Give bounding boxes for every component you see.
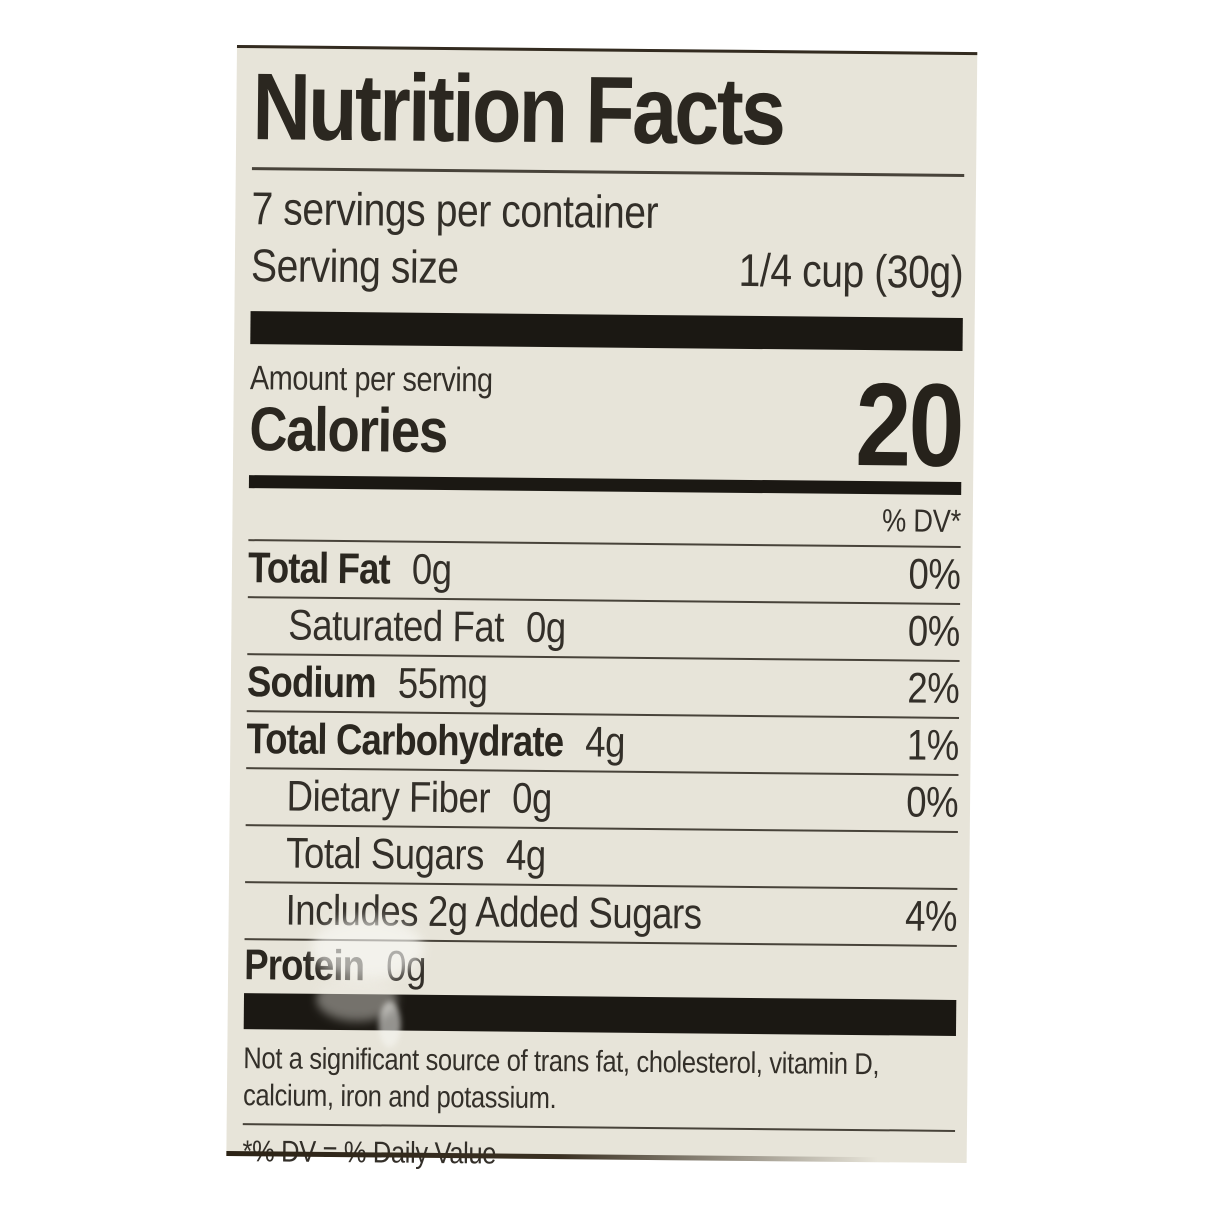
nutrient-name: Protein	[244, 941, 365, 991]
row-dietary-fiber: Dietary Fiber 0g 0%	[245, 768, 959, 833]
row-total-sugars: Total Sugars 4g	[245, 825, 958, 890]
nutrient-amount: 0g	[511, 774, 553, 823]
nutrient-dv: 2%	[907, 664, 960, 713]
serving-size-row: Serving size 1/4 cup (30g)	[250, 239, 964, 299]
nutrient-name: Total Fat	[247, 543, 391, 594]
nutrient-dv: 4%	[904, 892, 958, 941]
row-saturated-fat: Saturated Fat 0g 0%	[247, 597, 961, 662]
label-inner: Nutrition Facts 7 servings per container…	[226, 54, 977, 1175]
nutrient-amount: 0g	[385, 942, 427, 992]
nutrient-name: Dietary Fiber	[286, 772, 491, 823]
nutrient-amount: 0g	[525, 603, 567, 652]
separator-bar-top	[250, 310, 963, 351]
serving-size-label: Serving size	[250, 239, 459, 294]
nutrient-name: Total Sugars	[285, 829, 485, 880]
daily-value-header: % DV*	[881, 501, 962, 539]
row-protein: Protein 0g	[244, 940, 957, 999]
row-total-carbohydrate: Total Carbohydrate 4g 1%	[246, 711, 960, 776]
nutrient-amount: 4g	[585, 718, 626, 767]
nutrient-rows: Total Fat 0g 0% Saturated Fat 0g 0% Sodi…	[244, 538, 961, 999]
nutrient-amount: 4g	[505, 831, 547, 880]
footnote-rule	[242, 1122, 956, 1132]
nutrient-dv: 1%	[906, 721, 959, 770]
nutrient-amount: 0g	[411, 545, 452, 594]
calories-value: 20	[854, 358, 963, 492]
row-total-fat: Total Fat 0g 0%	[247, 540, 961, 605]
nutrition-facts-label: Nutrition Facts 7 servings per container…	[226, 45, 978, 1170]
footnote-text: Not a significant source of trans fat, c…	[242, 1041, 880, 1116]
nutrient-name: Total Carbohydrate	[246, 714, 564, 766]
row-sodium: Sodium 55mg 2%	[246, 654, 960, 719]
nutrient-name: Sodium	[246, 657, 377, 708]
row-added-sugars: Includes 2g Added Sugars 4%	[244, 882, 958, 947]
nutrient-name: Includes 2g Added Sugars	[285, 886, 702, 939]
servings-per-container: 7 servings per container	[251, 182, 659, 239]
serving-size-value: 1/4 cup (30g)	[738, 244, 964, 299]
nutrient-dv: 0%	[908, 550, 961, 599]
nutrient-dv: 0%	[907, 607, 961, 656]
label-title: Nutrition Facts	[252, 54, 784, 166]
calories-section: Amount per serving Calories 20	[249, 359, 962, 492]
title-rule	[251, 167, 965, 177]
nutrient-amount: 55mg	[397, 659, 488, 709]
nutrient-dv: 0%	[906, 778, 959, 827]
nutrient-name: Saturated Fat	[288, 601, 505, 652]
separator-bar-bottom	[243, 992, 957, 1036]
